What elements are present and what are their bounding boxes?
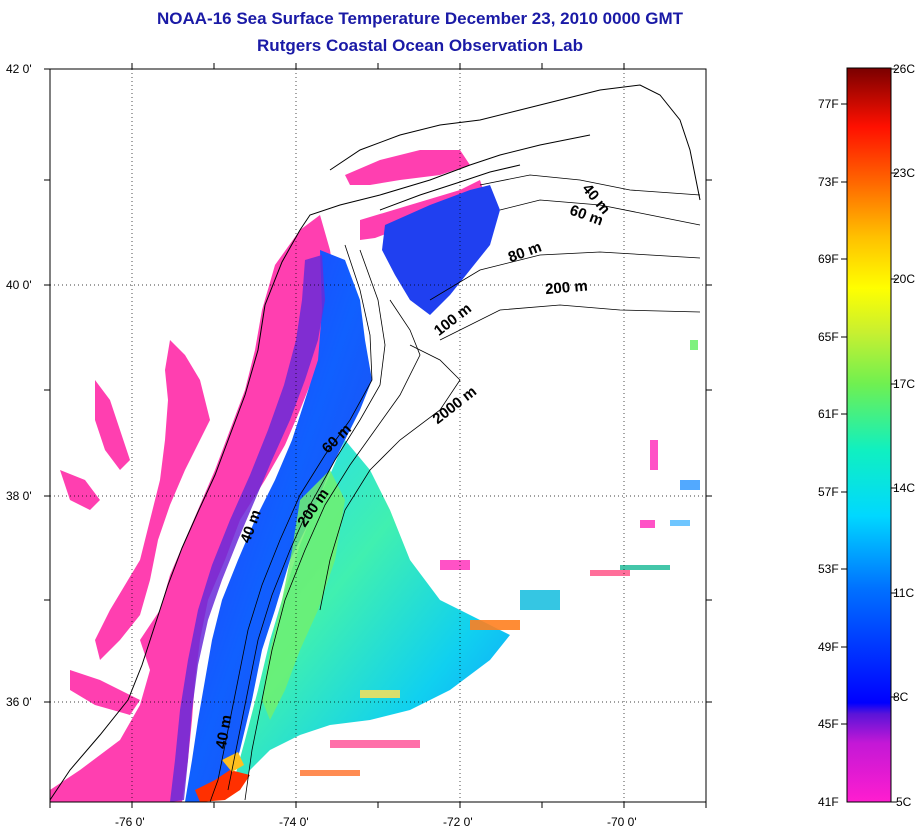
lat-label: 36 0' (6, 695, 32, 709)
lon-label: -76 0' (115, 815, 145, 829)
tick-marks (44, 63, 712, 808)
cold-nearshore-water (50, 215, 338, 802)
long-island-sound (345, 150, 470, 185)
colorbar-f-label: 73F (818, 175, 839, 189)
colorbar-c-label: 26C (893, 62, 915, 76)
colorbar-f-label: 49F (818, 640, 839, 654)
colorbar-f-label: 57F (818, 485, 839, 499)
colorbar-f-label: 53F (818, 562, 839, 576)
shelf-water (185, 250, 372, 802)
colorbar-c-label: 20C (893, 272, 915, 286)
ny-bight-water (382, 185, 500, 315)
colorbar-c-label: 23C (893, 166, 915, 180)
colorbar: 77F 73F 69F 65F 61F 57F 53F 49F 45F 41F … (818, 62, 915, 809)
depth-contours (209, 174, 701, 802)
colorbar-f-label: 61F (818, 407, 839, 421)
gulf-stream-warm (195, 770, 250, 802)
colorbar-gradient (846, 67, 892, 803)
depth-label: 200 m (544, 277, 588, 298)
colorbar-f-label: 45F (818, 717, 839, 731)
lon-label: -74 0' (279, 815, 309, 829)
colorbar-f-label: 69F (818, 252, 839, 266)
title-line-1: NOAA-16 Sea Surface Temperature December… (157, 9, 683, 28)
lat-label: 38 0' (6, 489, 32, 503)
colorbar-c-label: 11C (893, 586, 914, 600)
colorbar-c-label: 5C (896, 795, 912, 809)
graticule (50, 69, 706, 802)
map-content: 40 m 60 m 80 m 200 m 100 m 2000 m 60 m 2… (50, 84, 701, 802)
chesapeake-bay (95, 340, 210, 660)
gulf-stream-warm-2 (222, 752, 244, 772)
colorbar-c-label: 14C (893, 481, 915, 495)
bay-tributaries (60, 380, 140, 715)
colorbar-f-label: 65F (818, 330, 839, 344)
shelf-water-inner (170, 255, 325, 802)
title-line-2: Rutgers Coastal Ocean Observation Lab (257, 36, 583, 55)
lon-label: -72 0' (443, 815, 473, 829)
lat-label: 40 0' (6, 278, 32, 292)
offshore-warm-water (230, 440, 510, 795)
lon-label: -70 0' (607, 815, 637, 829)
offshore-scatter (300, 340, 700, 776)
warm-core (262, 470, 345, 720)
colorbar-f-label: 77F (818, 97, 839, 111)
colorbar-c-label: 17C (893, 377, 915, 391)
colorbar-c-label: 8C (893, 690, 909, 704)
colorbar-f-label: 41F (818, 795, 839, 809)
depth-label: 40 m (213, 714, 236, 751)
lat-label: 42 0' (6, 62, 32, 76)
